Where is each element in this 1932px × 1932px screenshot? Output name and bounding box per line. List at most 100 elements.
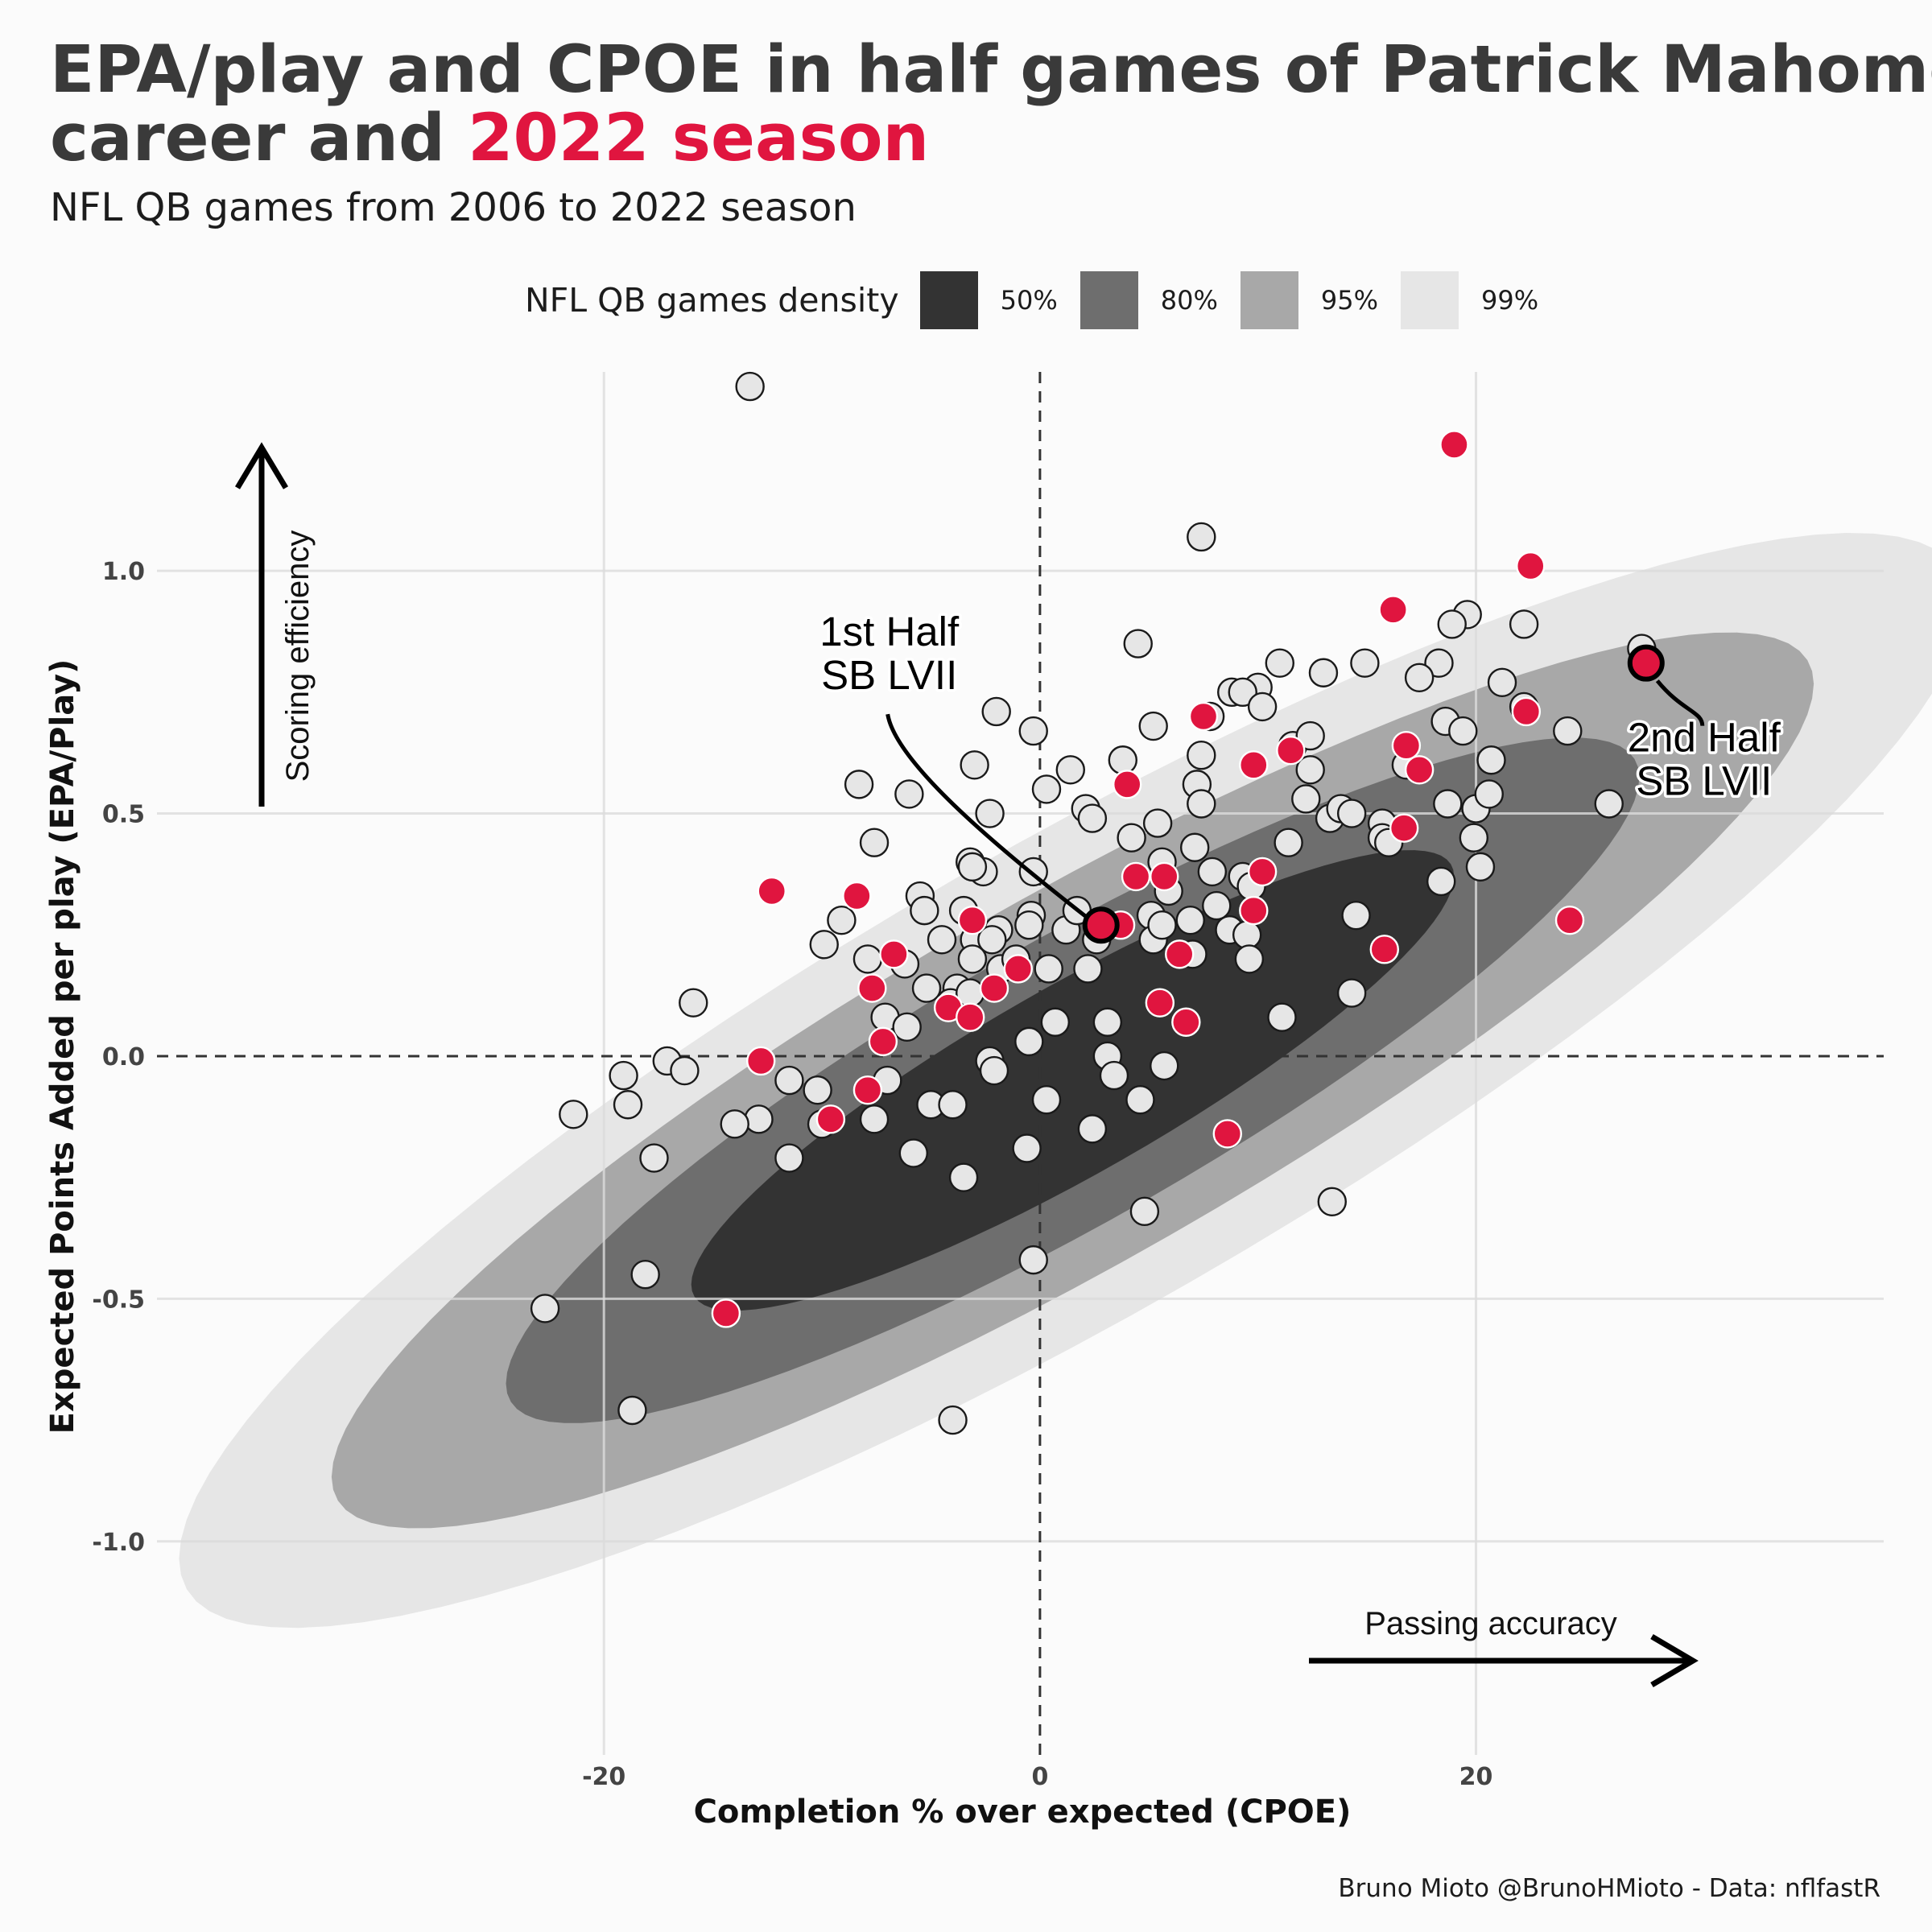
career-point xyxy=(670,1055,700,1086)
annotation-connector-2 xyxy=(1655,679,1705,727)
career-point xyxy=(1187,522,1216,552)
season-2022-point xyxy=(1369,935,1399,964)
career-point xyxy=(803,1075,832,1105)
season-2022-point xyxy=(1113,770,1142,799)
career-point xyxy=(1014,910,1044,940)
season-2022-point xyxy=(815,1104,846,1134)
career-point xyxy=(892,1012,922,1042)
career-point xyxy=(1125,1085,1155,1115)
grid-lines xyxy=(157,372,1884,1755)
career-point xyxy=(1077,803,1108,833)
season-2022-point xyxy=(1511,696,1542,727)
career-point xyxy=(938,1090,968,1120)
season-2022-point xyxy=(868,1026,898,1057)
season-2022-point xyxy=(1239,750,1269,780)
caption: Bruno Mioto @BrunoHMioto - Data: nflfast… xyxy=(1338,1874,1880,1903)
annotation-label-1-line2: SB LVII xyxy=(821,652,957,698)
career-point xyxy=(609,1060,638,1091)
career-point xyxy=(927,925,957,955)
career-point xyxy=(1426,866,1456,897)
season-2022-point xyxy=(1145,988,1175,1018)
season-2022-point xyxy=(1404,755,1435,785)
career-point xyxy=(981,696,1011,727)
career-point xyxy=(1476,745,1506,775)
axis-ticks: -20 0 20 -1.0 -0.5 0.0 0.5 1.0 xyxy=(92,558,1492,1791)
career-point xyxy=(979,1055,1009,1086)
y-tick-label: 1.0 xyxy=(102,558,145,586)
career-point xyxy=(1336,978,1367,1008)
right-arrow-head xyxy=(1650,1633,1699,1688)
career-point xyxy=(1341,900,1371,931)
annotation-label-1-line1: 1st Half xyxy=(819,609,960,654)
career-point xyxy=(852,944,883,974)
career-point xyxy=(1509,609,1539,639)
reference-lines xyxy=(157,372,1884,1755)
legend-title: NFL QB games density xyxy=(525,281,899,320)
legend-label-80: 80% xyxy=(1160,285,1218,316)
career-point xyxy=(1179,832,1210,862)
season-2022-point xyxy=(1247,857,1278,887)
career-point xyxy=(559,1100,588,1129)
season-2022-point xyxy=(1276,735,1306,766)
career-point xyxy=(1291,784,1321,814)
season-2022-point xyxy=(746,1046,776,1076)
highlight-point-2nd-half xyxy=(1627,644,1665,682)
legend-swatch-99 xyxy=(1400,271,1459,329)
y-tick-label: 0.0 xyxy=(102,1043,145,1071)
season-2022-point xyxy=(1378,595,1408,625)
season-2022-point xyxy=(1554,905,1585,935)
career-point xyxy=(1138,711,1168,741)
career-point xyxy=(639,1143,669,1173)
career-point xyxy=(1553,716,1583,746)
career-point xyxy=(774,1143,804,1173)
season-2022-point xyxy=(842,881,872,911)
legend-label-50: 50% xyxy=(1000,285,1058,316)
career-point xyxy=(1295,755,1325,785)
legend-label-99: 99% xyxy=(1480,285,1539,316)
y-axis-title: Expected Points Added per play (EPA/Play… xyxy=(44,658,81,1435)
career-point xyxy=(1018,1245,1048,1275)
season-2022-point xyxy=(957,905,988,935)
season-2022-point xyxy=(757,876,786,906)
career-point xyxy=(1031,1085,1062,1115)
career-point xyxy=(774,1065,804,1096)
chart-subtitle: NFL QB games from 2006 to 2022 season xyxy=(50,185,857,230)
career-point xyxy=(898,1138,928,1168)
direction-arrows: Scoring efficiency Passing accuracy xyxy=(234,442,1699,1688)
annotation-connector-1 xyxy=(886,713,1088,919)
density-contours xyxy=(179,533,1932,1629)
career-point xyxy=(1594,789,1624,819)
career-point xyxy=(827,905,857,935)
career-point xyxy=(720,1109,749,1139)
legend-label-95: 95% xyxy=(1320,285,1378,316)
career-point xyxy=(910,895,939,926)
career-point xyxy=(1092,1007,1123,1037)
season-2022-point xyxy=(1121,861,1151,892)
career-point xyxy=(1040,1007,1071,1037)
season-2022-point xyxy=(1516,551,1546,581)
career-point xyxy=(679,988,708,1018)
x-tick-label: 20 xyxy=(1459,1763,1493,1791)
season-2022-point xyxy=(879,939,909,969)
chart-title-line2: career and 2022 season xyxy=(50,101,929,176)
career-point xyxy=(911,973,942,1003)
season-2022-point xyxy=(1239,895,1269,926)
career-point xyxy=(975,799,1005,828)
legend: NFL QB games density 50% 80% 95% 99% xyxy=(525,271,1561,329)
career-point xyxy=(957,852,988,882)
career-point xyxy=(1197,857,1228,887)
annotation-label-2-line1: 2nd Half xyxy=(1628,715,1781,761)
career-point xyxy=(1147,910,1177,940)
career-point xyxy=(1187,741,1216,770)
season-2022-point xyxy=(1003,954,1033,984)
legend-item-95: 95% xyxy=(1240,271,1378,329)
career-point xyxy=(1459,823,1489,852)
x-tick-label: 0 xyxy=(1031,1763,1048,1791)
career-point xyxy=(1232,920,1262,950)
y-tick-label: -0.5 xyxy=(92,1286,145,1314)
season-2022-point xyxy=(1389,813,1419,843)
career-point xyxy=(1055,755,1085,785)
legend-swatch-80 xyxy=(1080,271,1138,329)
